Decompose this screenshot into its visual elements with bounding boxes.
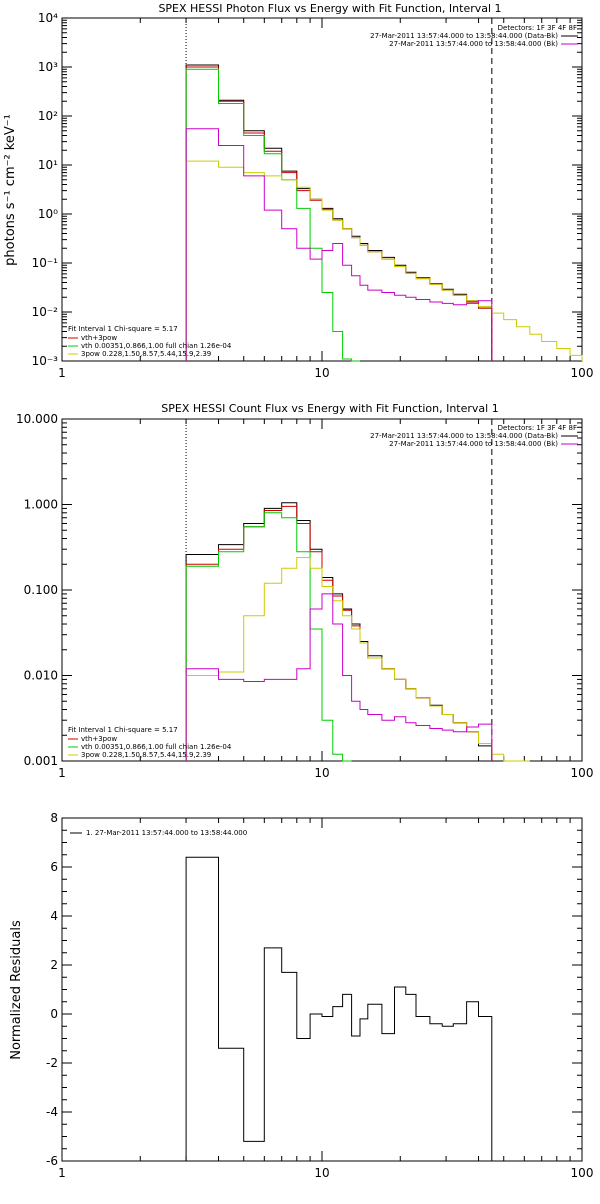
y-tick-label: 4: [50, 909, 58, 923]
series-3-histogram: [185, 557, 530, 762]
legend-entry-bk: 27-Mar-2011 13:57:44.000 to 13:58:44.000…: [389, 40, 558, 48]
tick-layer: 1 10 100 0.001 0.010 0.100 1.000 10.000: [16, 412, 593, 780]
tick-layer: 1 10 100 10⁻³ 10⁻² 10⁻¹ 10⁰ 10¹ 10² 10³ 10⁴: [32, 11, 594, 380]
fit-entry-total: vth+3pow: [81, 735, 117, 743]
y-tick-label: 0.100: [24, 583, 58, 597]
series-4-histogram: [185, 593, 493, 761]
series-0-histogram: [185, 856, 493, 1161]
photon-flux-panel: SPEX HESSI Photon Flux vs Energy with Fi…: [3, 2, 593, 380]
tick-layer: 1 10 100 -6 -4 -2 0 2 4 6 8: [46, 811, 593, 1180]
panel-title: SPEX HESSI Count Flux vs Energy with Fit…: [161, 402, 498, 415]
y-tick-label: 10²: [38, 109, 58, 123]
y-tick-label: -2: [46, 1056, 58, 1070]
x-tick-label: 1: [58, 1166, 66, 1180]
series-layer: [185, 856, 493, 1161]
legend-header: Detectors: 1F 3F 4F 8F: [498, 424, 577, 432]
x-tick-label: 10: [314, 766, 329, 780]
marker-lines: [185, 18, 493, 361]
y-tick-label: 10⁴: [38, 11, 58, 25]
y-tick-label: 8: [50, 811, 58, 825]
y-tick-label: 10³: [38, 60, 58, 74]
series-3-histogram: [185, 160, 583, 361]
fit-entry-vth: vth 0.00351,0.866,1.00 full chian 1.26e-…: [81, 342, 232, 350]
residuals-panel: Normalized Residuals 1 10 100 -6 -4 -2 0 2 4 6 8 1…: [9, 811, 593, 1180]
fit-entry-3pow: 3pow 0.228,1.50,8.57,5.44,15.9,2.39: [81, 350, 211, 358]
panel-title: SPEX HESSI Photon Flux vs Energy with Fi…: [158, 2, 501, 15]
y-axis-label: Normalized Residuals: [9, 920, 24, 1060]
plot-frame: [61, 817, 583, 1162]
series-layer: [185, 64, 583, 362]
series-2-histogram: [185, 512, 352, 762]
y-tick-label: 0.001: [24, 754, 58, 768]
x-tick-label: 10: [314, 1166, 329, 1180]
fit-header: Fit Interval 1 Chi-square = 5.17: [68, 726, 178, 734]
plot-frame: [61, 17, 583, 362]
x-tick-label: 100: [571, 766, 594, 780]
x-tick-label: 100: [571, 366, 594, 380]
legend-entry-bk: 27-Mar-2011 13:57:44.000 to 13:58:44.000…: [389, 440, 558, 448]
x-tick-label: 1: [58, 366, 66, 380]
y-axis-label: photons s⁻¹ cm⁻² keV⁻¹: [3, 114, 18, 266]
legend-bottom-left: Fit Interval 1 Chi-square = 5.17 vth+3po…: [68, 325, 232, 358]
y-tick-label: 2: [50, 958, 58, 972]
fit-entry-3pow: 3pow 0.228,1.50,8.57,5.44,15.9,2.39: [81, 751, 211, 759]
series-layer: [185, 502, 530, 762]
y-tick-label: 10⁻¹: [32, 256, 59, 270]
legend-entry-data: 27-Mar-2011 13:57:44.000 to 13:58:44.000…: [370, 432, 558, 440]
y-tick-label: 0.010: [24, 669, 58, 683]
legend-header: Detectors: 1F 3F 4F 8F: [498, 24, 577, 32]
legend-entry: 1. 27-Mar-2011 13:57:44.000 to 13:58:44.…: [86, 829, 247, 837]
x-tick-label: 1: [58, 766, 66, 780]
y-tick-label: 10⁻²: [32, 305, 59, 319]
fit-entry-vth: vth 0.00351,0.866,1.00 full chian 1.26e-…: [81, 743, 232, 751]
fit-header: Fit Interval 1 Chi-square = 5.17: [68, 325, 178, 333]
series-0-histogram: [185, 64, 493, 361]
y-tick-label: 10⁻³: [32, 354, 59, 368]
legend-bottom-left: Fit Interval 1 Chi-square = 5.17 vth+3po…: [68, 726, 232, 759]
count-flux-panel: SPEX HESSI Count Flux vs Energy with Fit…: [16, 402, 593, 780]
y-tick-label: 1.000: [24, 498, 58, 512]
y-tick-label: 10¹: [38, 158, 58, 172]
marker-lines: [185, 419, 493, 761]
x-tick-label: 10: [314, 366, 329, 380]
y-tick-label: -6: [46, 1154, 58, 1168]
y-tick-label: 6: [50, 860, 58, 874]
series-1-histogram: [185, 66, 493, 361]
legend-entry-data: 27-Mar-2011 13:57:44.000 to 13:58:44.000…: [370, 32, 558, 40]
legend-top-right: Detectors: 1F 3F 4F 8F 27-Mar-2011 13:57…: [370, 24, 578, 48]
y-tick-label: 10.000: [16, 412, 58, 426]
x-tick-label: 100: [571, 1166, 594, 1180]
y-tick-label: 10⁰: [38, 207, 58, 221]
legend-top-left: 1. 27-Mar-2011 13:57:44.000 to 13:58:44.…: [70, 829, 247, 837]
series-2-histogram: [185, 68, 360, 362]
legend-top-right: Detectors: 1F 3F 4F 8F 27-Mar-2011 13:57…: [370, 424, 578, 448]
y-tick-label: -4: [46, 1105, 58, 1119]
fit-entry-total: vth+3pow: [81, 334, 117, 342]
y-tick-label: 0: [50, 1007, 58, 1021]
series-0-histogram: [185, 502, 493, 761]
series-4-histogram: [185, 128, 493, 361]
